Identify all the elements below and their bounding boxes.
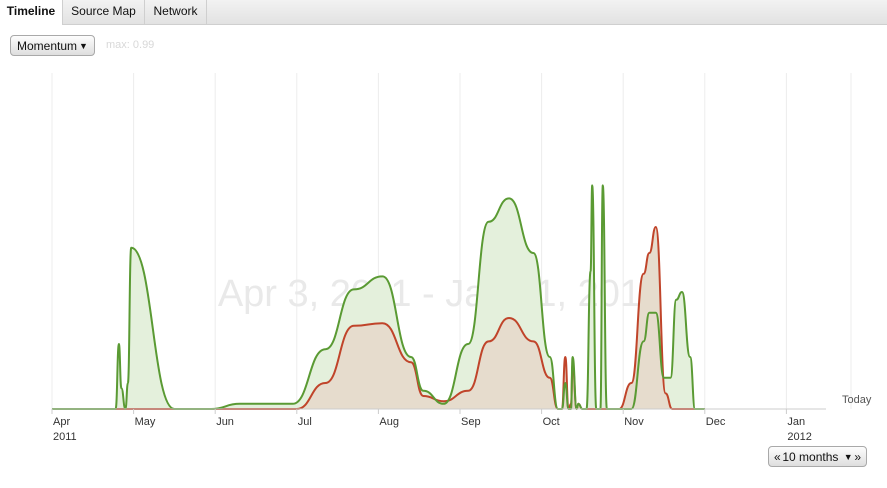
tab-network[interactable]: Network — [145, 0, 207, 24]
month-label: Apr — [53, 416, 70, 428]
month-label: Dec — [706, 416, 726, 428]
month-label: Jun — [216, 416, 234, 428]
range-next-button[interactable]: » — [854, 449, 861, 464]
month-label: Jan — [787, 416, 805, 428]
month-label: Aug — [379, 416, 399, 428]
max-value-label: max: 0.99 — [106, 39, 155, 51]
metric-select-label: Momentum — [17, 39, 78, 53]
month-label: Sep — [461, 416, 481, 428]
year-label: 2011 — [53, 431, 77, 443]
tab-bar: Timeline Source Map Network — [0, 0, 887, 25]
chart-areas — [52, 184, 705, 411]
range-select[interactable]: 10 months ▼ — [782, 447, 852, 467]
tab-source-map[interactable]: Source Map — [63, 0, 145, 24]
green-series-line — [52, 184, 705, 411]
date-range-watermark: Apr 3, 2011 - Jan 11, 2012 — [218, 273, 662, 315]
month-label: Jul — [298, 416, 312, 428]
red-series-line — [52, 225, 705, 411]
year-label: 2012 — [787, 431, 811, 443]
chart-axis: Apr 2011 May Jun Jul Aug Sep Oct Nov Dec Jan 2012 — [51, 408, 826, 443]
range-selector: « 10 months ▼ » — [768, 446, 867, 467]
chevron-down-icon: ▼ — [843, 451, 853, 462]
range-select-label: 10 months — [782, 449, 839, 464]
tab-timeline[interactable]: Timeline — [0, 0, 63, 25]
chart-gridlines — [51, 73, 852, 409]
green-series-area — [52, 185, 705, 409]
month-label: Oct — [543, 416, 560, 428]
range-prev-button[interactable]: « — [774, 449, 781, 464]
metric-select[interactable]: Momentum ▼ — [10, 35, 95, 56]
today-label: Today — [842, 394, 872, 406]
month-label: May — [135, 416, 156, 428]
chevron-down-icon: ▼ — [79, 41, 88, 51]
month-label: Nov — [624, 416, 644, 428]
